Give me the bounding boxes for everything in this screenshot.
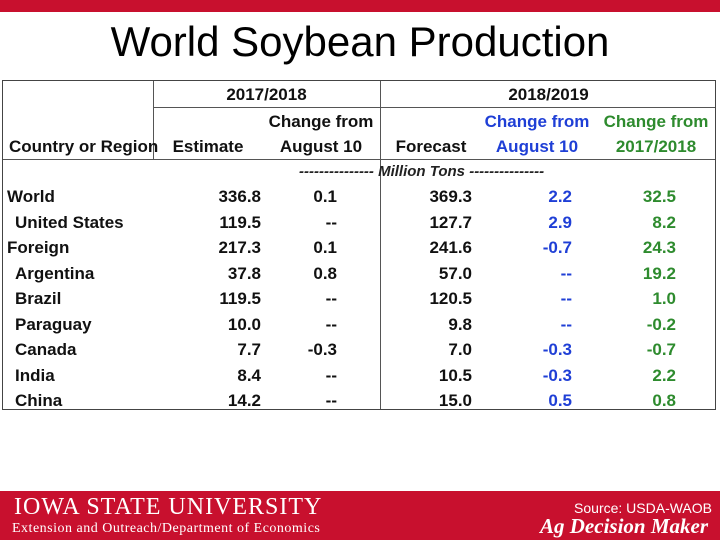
footer-banner: IOWA STATE UNIVERSITY Extension and Outr… bbox=[0, 491, 720, 540]
group-header-2017-2018: 2017/2018 bbox=[226, 85, 307, 104]
cell-forecast: 57.0 bbox=[438, 264, 472, 283]
cell-region: Brazil bbox=[15, 289, 62, 308]
cell-change-aug: -- bbox=[325, 213, 337, 232]
cell-change-aug-1819: 2.2 bbox=[548, 187, 572, 206]
divider-group-header bbox=[153, 107, 715, 108]
cell-change-aug: -- bbox=[325, 391, 337, 410]
cell-region: Paraguay bbox=[15, 315, 92, 334]
cell-estimate: 119.5 bbox=[219, 213, 261, 232]
cell-change-prior: 0.8 bbox=[652, 391, 676, 410]
cell-region: World bbox=[7, 187, 55, 206]
cell-change-prior: 24.3 bbox=[642, 238, 676, 257]
cell-forecast: 15.0 bbox=[438, 391, 472, 410]
col-header-change2-line1: Change from bbox=[484, 112, 590, 131]
cell-estimate: 119.5 bbox=[219, 289, 261, 308]
col-header-country: Country or Region bbox=[9, 137, 159, 156]
cell-forecast: 10.5 bbox=[438, 366, 472, 385]
divider-season bbox=[380, 81, 381, 409]
cell-change-aug-1819: 0.5 bbox=[548, 391, 572, 410]
divider-region bbox=[153, 81, 154, 159]
source-label: Source: USDA-WAOB bbox=[574, 500, 712, 516]
cell-estimate: 10.0 bbox=[227, 315, 261, 334]
cell-region: Canada bbox=[15, 340, 77, 359]
cell-change-aug: -- bbox=[325, 289, 337, 308]
col-header-forecast: Forecast bbox=[395, 137, 467, 156]
col-header-change1-line2: August 10 bbox=[279, 137, 363, 156]
col-header-change3-line2: 2017/2018 bbox=[615, 137, 697, 156]
cell-change-prior: 1.0 bbox=[652, 289, 676, 308]
cell-estimate: 8.4 bbox=[237, 366, 261, 385]
cell-change-aug: -- bbox=[325, 315, 337, 334]
department-label: Extension and Outreach/Department of Eco… bbox=[12, 521, 321, 536]
cell-forecast: 120.5 bbox=[429, 289, 472, 308]
cell-forecast: 369.3 bbox=[429, 187, 472, 206]
col-header-change3-line1: Change from bbox=[603, 112, 709, 131]
cell-change-aug-1819: -0.3 bbox=[542, 366, 572, 385]
cell-estimate: 14.2 bbox=[227, 391, 261, 410]
divider-header bbox=[3, 159, 715, 160]
cell-region: Foreign bbox=[7, 238, 70, 257]
cell-change-aug-1819: -- bbox=[560, 289, 572, 308]
top-accent-bar bbox=[0, 0, 720, 12]
cell-region: Argentina bbox=[15, 264, 95, 283]
cell-change-prior: 2.2 bbox=[652, 366, 676, 385]
col-header-change1-line1: Change from bbox=[268, 112, 374, 131]
col-header-change2-line2: August 10 bbox=[495, 137, 579, 156]
cell-change-aug: -- bbox=[325, 366, 337, 385]
page-title: World Soybean Production bbox=[110, 18, 610, 65]
cell-forecast: 7.0 bbox=[448, 340, 472, 359]
col-header-estimate: Estimate bbox=[172, 137, 244, 156]
cell-change-prior: 8.2 bbox=[652, 213, 676, 232]
cell-estimate: 37.8 bbox=[227, 264, 261, 283]
production-table: 2017/2018 2018/2019 Country or Region Es… bbox=[2, 80, 716, 410]
cell-estimate: 217.3 bbox=[218, 238, 261, 257]
cell-change-aug: 0.1 bbox=[313, 187, 337, 206]
cell-change-aug-1819: 2.9 bbox=[548, 213, 572, 232]
university-logo-text: IOWA STATE UNIVERSITY bbox=[14, 494, 323, 520]
cell-change-prior: 19.2 bbox=[642, 264, 676, 283]
cell-region: China bbox=[15, 391, 63, 410]
cell-forecast: 241.6 bbox=[429, 238, 472, 257]
units-label: --------------- Million Tons -----------… bbox=[299, 163, 545, 180]
cell-region: India bbox=[15, 366, 55, 385]
cell-forecast: 9.8 bbox=[448, 315, 472, 334]
cell-change-aug-1819: -0.3 bbox=[542, 340, 572, 359]
cell-region: United States bbox=[15, 213, 124, 232]
cell-change-aug: 0.8 bbox=[313, 264, 337, 283]
cell-change-aug: 0.1 bbox=[313, 238, 337, 257]
cell-change-aug: -0.3 bbox=[307, 340, 337, 359]
cell-change-prior: -0.2 bbox=[646, 315, 676, 334]
cell-change-aug-1819: -0.7 bbox=[542, 238, 572, 257]
brand-label: Ag Decision Maker bbox=[540, 514, 708, 538]
cell-estimate: 7.7 bbox=[237, 340, 261, 359]
cell-estimate: 336.8 bbox=[218, 187, 261, 206]
cell-change-aug-1819: -- bbox=[560, 264, 572, 283]
group-header-2018-2019: 2018/2019 bbox=[508, 85, 589, 104]
cell-change-aug-1819: -- bbox=[560, 315, 572, 334]
cell-change-prior: 32.5 bbox=[642, 187, 676, 206]
cell-forecast: 127.7 bbox=[429, 213, 472, 232]
cell-change-prior: -0.7 bbox=[646, 340, 676, 359]
